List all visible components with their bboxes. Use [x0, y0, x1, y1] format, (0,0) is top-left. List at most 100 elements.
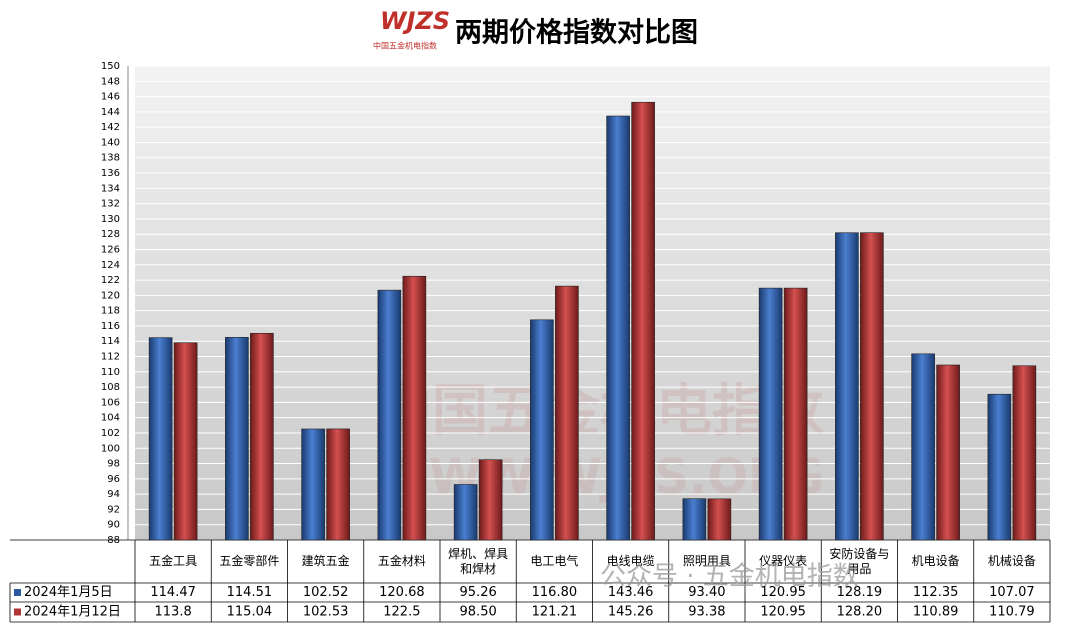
- category-cell: 电工电气: [530, 554, 579, 568]
- y-tick-label: 108: [101, 382, 120, 393]
- bar: [402, 275, 427, 541]
- category-cell: 电线电缆: [606, 554, 655, 568]
- x-tick-label: 电工电气: [530, 554, 579, 568]
- y-tick-label: 150: [101, 61, 120, 72]
- bar: [250, 332, 274, 541]
- value-label: 116.80: [532, 585, 578, 600]
- x-tick-label: 建筑五金: [301, 554, 350, 568]
- y-tick-label: 138: [101, 153, 120, 164]
- category-cell: 照明用具: [682, 554, 731, 568]
- bar: [606, 115, 630, 541]
- x-tick-label: 机械设备: [987, 554, 1036, 568]
- value-label: 121.21: [532, 605, 578, 620]
- value-label: 93.38: [688, 605, 725, 620]
- bar: [936, 364, 960, 541]
- x-tick-label: 安防设备与用品: [829, 546, 890, 576]
- value-label: 143.46: [608, 585, 654, 600]
- wechat-watermark: 公众号 · 五金机电指数: [600, 562, 859, 592]
- x-tick-label: 五金工具: [149, 554, 198, 568]
- bar: [987, 393, 1012, 541]
- value-label: 120.68: [379, 585, 425, 600]
- category-cell: 焊机、焊具和焊材: [448, 546, 509, 576]
- y-tick-label: 130: [101, 214, 120, 225]
- value-label: 110.79: [989, 605, 1035, 620]
- value-label: 122.5: [383, 605, 420, 620]
- value-label: 120.95: [760, 605, 806, 620]
- y-tick-label: 148: [101, 76, 120, 87]
- watermark-url: WWW.WJZS.ORG: [376, 449, 825, 505]
- bar: [835, 232, 859, 541]
- y-tick-label: 114: [101, 336, 120, 347]
- bar: [911, 353, 935, 541]
- value-label: 102.52: [303, 585, 349, 600]
- value-label: 128.20: [837, 605, 883, 620]
- y-tick-label: 118: [101, 306, 120, 317]
- watermark: 中国五金机电指数: [376, 379, 824, 444]
- bar: [148, 337, 173, 541]
- value-label: 120.95: [760, 585, 806, 600]
- y-tick-label: 110: [101, 367, 120, 378]
- y-tick-label: 104: [101, 413, 120, 424]
- y-tick-label: 146: [101, 92, 120, 103]
- x-tick-label: 五金材料: [377, 554, 426, 568]
- logo: WJZS: [380, 7, 450, 35]
- x-tick-label: 机电设备: [911, 554, 960, 568]
- y-tick-label: 136: [101, 168, 120, 179]
- value-label: 145.26: [608, 605, 654, 620]
- x-tick-label: 仪器仪表: [759, 554, 808, 568]
- bar: [631, 101, 655, 541]
- value-label: 113.8: [155, 605, 192, 620]
- y-tick-label: 142: [101, 122, 120, 133]
- bar: [783, 287, 808, 541]
- category-cell: 机械设备: [987, 554, 1036, 568]
- x-tick-label: 五金零部件: [219, 554, 280, 568]
- y-tick-label: 90: [107, 520, 120, 531]
- bar: [301, 428, 325, 541]
- value-label: 114.47: [150, 585, 196, 600]
- plot-area: [135, 66, 1050, 540]
- category-cell: 五金材料: [377, 554, 426, 568]
- category-cell: 安防设备与用品: [829, 546, 890, 576]
- legend-label: 2024年1月12日: [24, 605, 121, 620]
- category-cell: 仪器仪表: [759, 554, 808, 568]
- bar: [758, 287, 783, 541]
- chart-title: 两期价格指数对比图: [455, 18, 698, 49]
- x-tick-label: 照明用具: [682, 554, 731, 568]
- bar: [1012, 365, 1037, 541]
- category-cell: 建筑五金: [301, 554, 350, 568]
- y-tick-label: 96: [107, 474, 120, 485]
- y-tick-label: 140: [101, 137, 120, 148]
- y-tick-label: 120: [101, 290, 120, 301]
- value-label: 110.89: [913, 605, 959, 620]
- bar: [860, 232, 884, 541]
- value-label: 107.07: [989, 585, 1035, 600]
- y-tick-label: 134: [101, 183, 120, 194]
- y-tick-label: 112: [101, 352, 120, 363]
- value-label: 112.35: [913, 585, 959, 600]
- value-label: 128.19: [837, 585, 883, 600]
- y-tick-label: 116: [101, 321, 120, 332]
- bar: [530, 319, 554, 541]
- y-tick-label: 100: [101, 443, 120, 454]
- value-label: 93.40: [688, 585, 725, 600]
- value-label: 114.51: [227, 585, 273, 600]
- y-tick-label: 144: [101, 107, 120, 118]
- legend-label: 2024年1月5日: [24, 585, 113, 600]
- category-cell: 机电设备: [911, 554, 960, 568]
- y-tick-label: 102: [101, 428, 120, 439]
- x-tick-label: 焊机、焊具和焊材: [448, 546, 509, 576]
- legend-swatch: [14, 589, 21, 596]
- bar: [682, 498, 707, 541]
- y-tick-label: 94: [107, 489, 120, 500]
- y-tick-label: 124: [101, 260, 120, 271]
- bar: [326, 428, 350, 541]
- y-tick-label: 88: [107, 535, 120, 546]
- y-tick-label: 98: [107, 459, 120, 470]
- x-tick-label: 电线电缆: [606, 554, 655, 568]
- value-label: 95.26: [460, 585, 497, 600]
- bar: [707, 498, 732, 541]
- y-tick-label: 128: [101, 229, 120, 240]
- y-tick-label: 106: [101, 397, 120, 408]
